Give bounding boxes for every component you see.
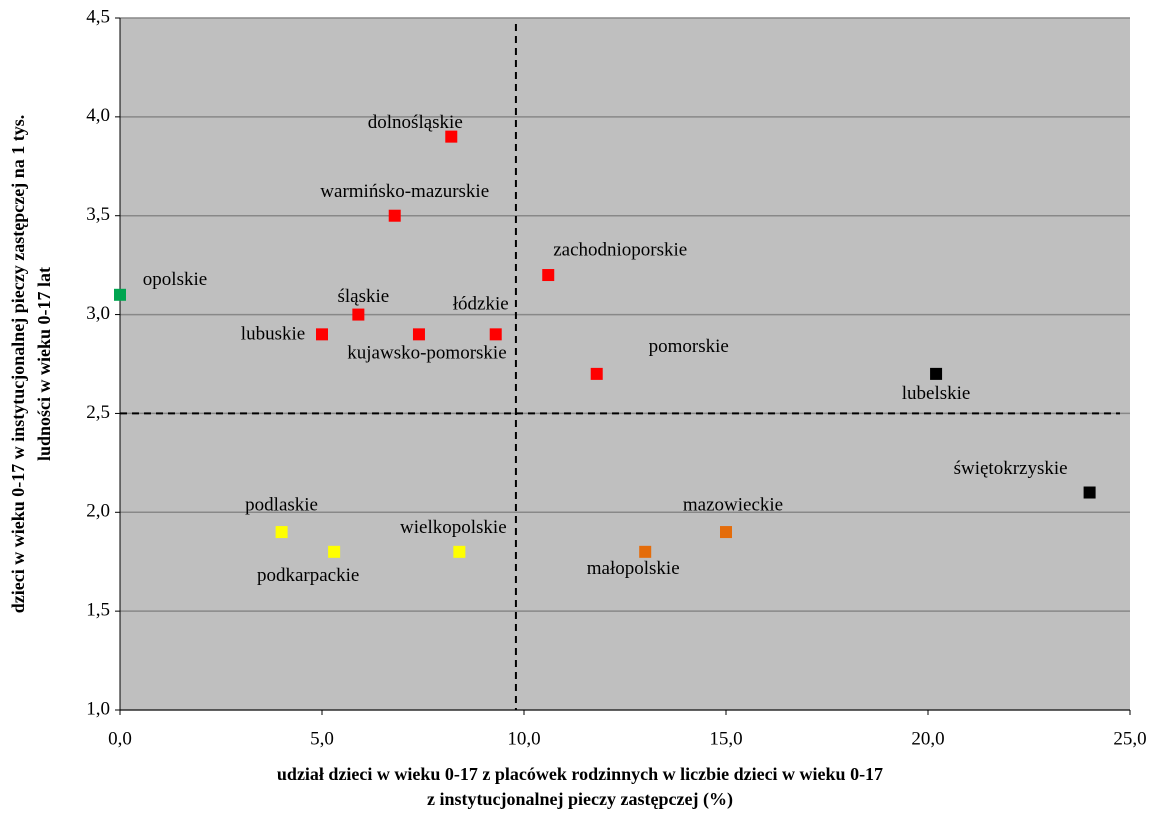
- point-label: wielkopolskie: [400, 517, 507, 538]
- point-label: podlaskie: [245, 494, 318, 515]
- y-tick-label: 1,0: [86, 698, 110, 719]
- y-tick-label: 2,0: [86, 501, 110, 522]
- point-label: warmińsko-mazurskie: [320, 181, 489, 202]
- plot-area: [120, 18, 1130, 710]
- y-tick-label: 2,5: [86, 402, 110, 423]
- point-label: małopolskie: [587, 558, 680, 579]
- y-axis-title: dzieci w wieku 0-17 w instytucjonalnej p…: [8, 115, 28, 613]
- point-label: pomorskie: [649, 336, 729, 357]
- point: [316, 328, 328, 341]
- x-tick-label: 25,0: [1113, 728, 1146, 749]
- x-tick-label: 15,0: [709, 728, 742, 749]
- point: [114, 288, 126, 301]
- y-tick-label: 4,0: [86, 105, 110, 126]
- point: [720, 526, 732, 539]
- y-tick-label: 4,5: [86, 6, 110, 27]
- x-tick-label: 10,0: [507, 728, 540, 749]
- point-label: zachodnioporskie: [553, 239, 687, 260]
- y-tick-label: 3,5: [86, 204, 110, 225]
- point: [489, 328, 502, 341]
- point: [639, 545, 652, 558]
- point-label: lubelskie: [902, 383, 971, 404]
- y-tick-label: 1,5: [86, 600, 110, 621]
- point-label: kujawsko-pomorskie: [347, 343, 506, 364]
- point: [590, 367, 603, 380]
- x-axis-title: udział dzieci w wieku 0-17 z placówek ro…: [277, 764, 883, 784]
- point-label: lubuskie: [241, 324, 305, 345]
- point: [445, 130, 458, 143]
- point: [275, 526, 288, 539]
- x-tick-label: 20,0: [911, 728, 944, 749]
- point: [388, 209, 401, 222]
- point-label: podkarpackie: [257, 565, 359, 586]
- point: [542, 269, 555, 282]
- point: [453, 545, 466, 558]
- point: [352, 308, 365, 321]
- point-label: łódzkie: [453, 294, 509, 315]
- point-label: opolskie: [143, 269, 207, 290]
- point-label: śląskie: [338, 286, 390, 307]
- point: [930, 367, 943, 380]
- y-tick-label: 3,0: [86, 303, 110, 324]
- point-label: dolnośląskie: [368, 112, 463, 133]
- point: [412, 328, 425, 341]
- point-label: mazowieckie: [683, 494, 783, 515]
- x-tick-label: 5,0: [310, 728, 334, 749]
- point-label: świętokrzyskie: [954, 458, 1068, 479]
- point: [1083, 486, 1096, 499]
- y-axis-title: ludności w wieku 0-17 lat: [34, 267, 54, 461]
- x-tick-label: 0,0: [108, 728, 132, 749]
- x-axis-title: z instytucjonalnej pieczy zastępczej (%): [427, 789, 733, 810]
- point: [328, 545, 341, 558]
